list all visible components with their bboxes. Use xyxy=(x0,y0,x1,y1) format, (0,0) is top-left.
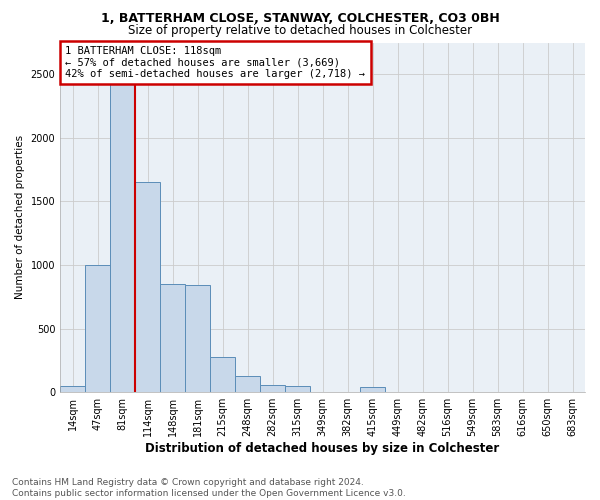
Bar xyxy=(210,356,235,392)
Bar xyxy=(360,387,385,392)
Bar xyxy=(135,182,160,392)
Text: 1, BATTERHAM CLOSE, STANWAY, COLCHESTER, CO3 0BH: 1, BATTERHAM CLOSE, STANWAY, COLCHESTER,… xyxy=(101,12,499,26)
X-axis label: Distribution of detached houses by size in Colchester: Distribution of detached houses by size … xyxy=(145,442,500,455)
Text: 1 BATTERHAM CLOSE: 118sqm
← 57% of detached houses are smaller (3,669)
42% of se: 1 BATTERHAM CLOSE: 118sqm ← 57% of detac… xyxy=(65,46,365,79)
Bar xyxy=(185,286,210,392)
Y-axis label: Number of detached properties: Number of detached properties xyxy=(15,136,25,300)
Bar xyxy=(110,76,135,392)
Text: Contains HM Land Registry data © Crown copyright and database right 2024.
Contai: Contains HM Land Registry data © Crown c… xyxy=(12,478,406,498)
Bar xyxy=(160,284,185,392)
Bar xyxy=(235,376,260,392)
Bar xyxy=(85,265,110,392)
Bar xyxy=(285,386,310,392)
Bar xyxy=(60,386,85,392)
Text: Size of property relative to detached houses in Colchester: Size of property relative to detached ho… xyxy=(128,24,472,37)
Bar xyxy=(260,384,285,392)
